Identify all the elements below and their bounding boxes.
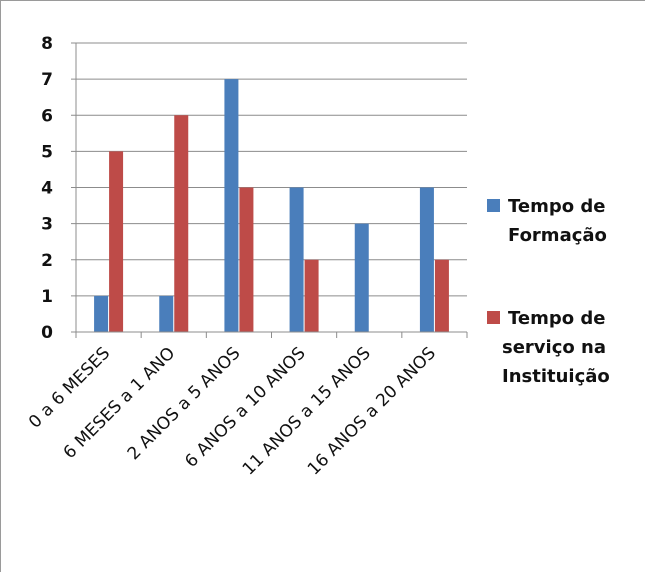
bar-formacao-2 [224, 79, 239, 332]
legend-label-0: Tempo de Formação [508, 196, 607, 246]
bar-formacao-1 [159, 295, 174, 332]
y-tick-label-3: 3 [41, 215, 53, 235]
bar-servico-2 [239, 187, 254, 332]
y-axis-tick-labels: 0 1 2 3 4 5 6 7 8 [41, 34, 53, 343]
legend-swatch-0 [487, 199, 500, 212]
legend-label-line: Formação [508, 225, 607, 246]
y-tick-label-1: 1 [41, 287, 53, 307]
x-tick-label-4: 11 ANOS a 15 ANOS [239, 343, 375, 479]
bars [94, 79, 449, 332]
legend: Tempo de Formação Tempo de serviço na Instit… [487, 196, 610, 387]
legend-label-line: serviço na [502, 337, 606, 358]
x-tick-label-3: 6 ANOS a 10 ANOS [181, 343, 309, 471]
bar-formacao-4 [354, 223, 369, 332]
gridlines [71, 42, 467, 333]
y-tick-label-5: 5 [41, 142, 53, 162]
y-tick-label-7: 7 [41, 70, 53, 90]
y-tick-label-6: 6 [41, 106, 53, 126]
bar-formacao-5 [419, 187, 434, 332]
legend-label-line: Tempo de [508, 196, 605, 217]
bar-servico-5 [434, 259, 449, 332]
y-tick-label-4: 4 [41, 179, 53, 199]
legend-label-line: Tempo de [508, 308, 605, 329]
x-tick-label-5: 16 ANOS a 20 ANOS [304, 343, 440, 479]
legend-label-line: Instituição [502, 366, 610, 387]
bar-formacao-0 [94, 295, 109, 332]
bar-servico-0 [109, 151, 124, 332]
x-tick-label-1: 6 MESES a 1 ANO [60, 343, 180, 463]
bar-servico-3 [304, 259, 319, 332]
axes [75, 43, 468, 338]
y-tick-label-2: 2 [41, 251, 53, 271]
legend-label-1: Tempo de serviço na Instituição [502, 308, 610, 387]
y-tick-label-0: 0 [41, 323, 53, 343]
x-tick-label-2: 2 ANOS a 5 ANOS [124, 343, 245, 464]
y-tick-label-8: 8 [41, 34, 53, 54]
legend-swatch-1 [487, 311, 500, 324]
bar-servico-1 [174, 115, 189, 332]
bar-formacao-3 [289, 187, 304, 332]
